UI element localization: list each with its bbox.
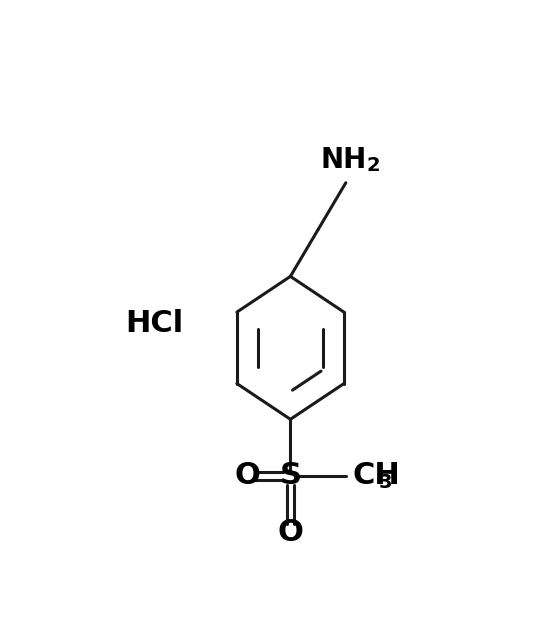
Text: O: O: [235, 461, 261, 490]
Text: O: O: [277, 518, 304, 547]
Text: HCl: HCl: [125, 308, 183, 338]
Text: 3: 3: [379, 473, 393, 492]
Text: S: S: [279, 461, 301, 490]
Text: CH: CH: [352, 461, 400, 490]
Text: NH: NH: [321, 146, 367, 174]
Text: 2: 2: [366, 156, 380, 175]
